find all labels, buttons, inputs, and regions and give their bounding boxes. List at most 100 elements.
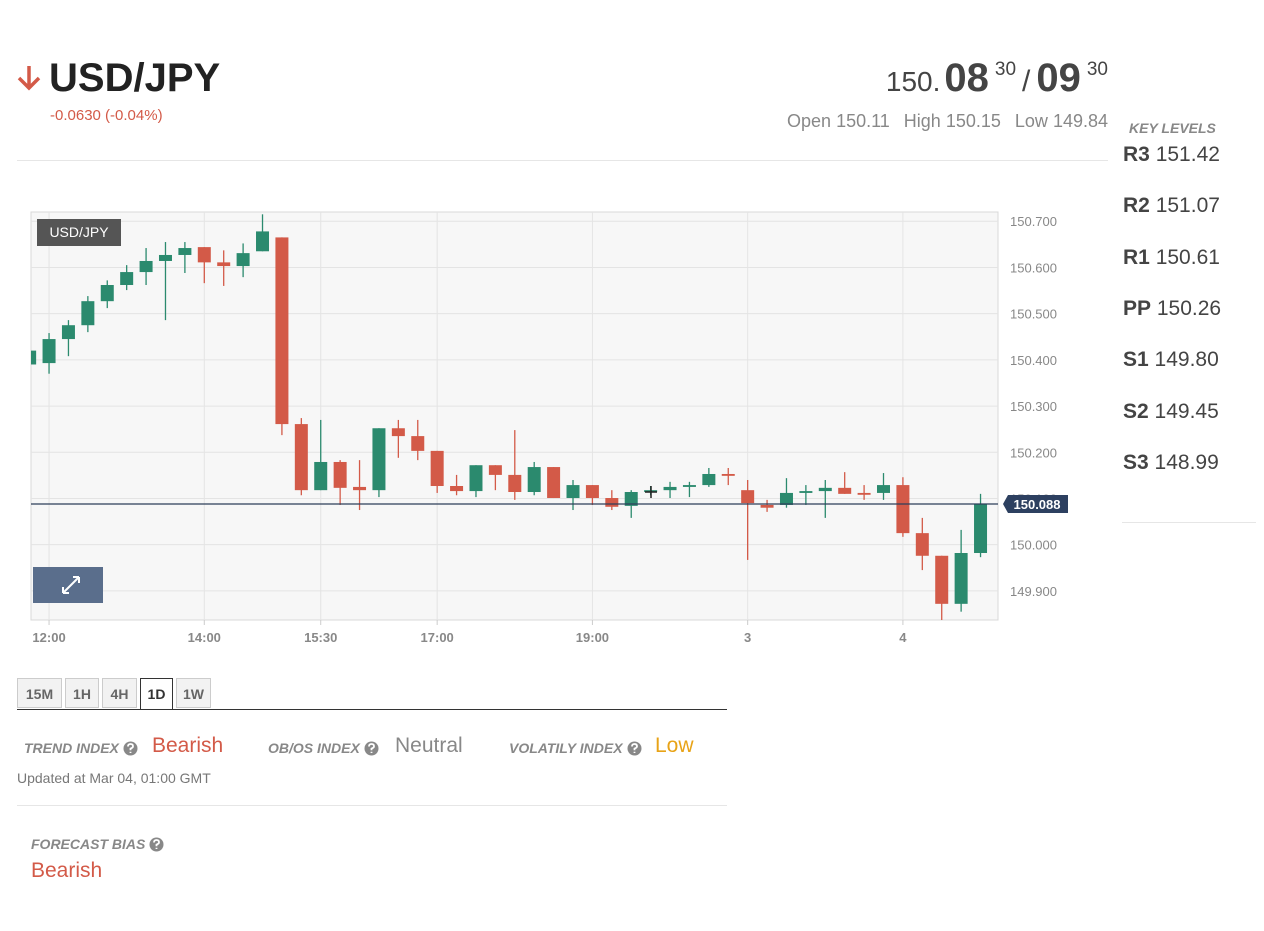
timeframe-tab[interactable]: 15M (17, 678, 62, 708)
candle-body (915, 533, 929, 556)
candle-body (42, 339, 56, 364)
candle-body (139, 260, 153, 273)
bid-big: 150. (885, 66, 941, 97)
down-arrow (17, 66, 41, 91)
candle-body (450, 486, 464, 492)
divider (17, 805, 727, 806)
help-icon-mark (127, 742, 134, 753)
candle-body (702, 473, 716, 486)
x-tick-label: 15:30 (304, 630, 337, 645)
key-level: S3 148.99 (1123, 451, 1219, 475)
x-tick-label: 12:00 (32, 630, 65, 645)
candle-body (353, 486, 367, 491)
key-level-value: 150.26 (1156, 297, 1222, 320)
forecast-label-row: FORECAST BIAS (31, 836, 164, 852)
x-tick-label: 17:00 (421, 630, 454, 645)
candle-body (779, 492, 793, 505)
candle-body (974, 504, 988, 554)
y-tick-label: 150.700 (1010, 214, 1057, 229)
updated: Updated at Mar 04, 01:00 GMT (17, 770, 211, 786)
timeframe-tab[interactable]: 1H (65, 678, 99, 708)
x-tick-label: 4 (899, 630, 907, 645)
index-label-row: TREND INDEX (24, 740, 138, 756)
x-tick-label: 14:00 (188, 630, 221, 645)
candle-body (585, 485, 599, 499)
quote-stat: Low 149.84 (1015, 111, 1108, 131)
quote-stat-label: Low (1014, 111, 1048, 131)
key-level-value: 151.42 (1155, 143, 1220, 166)
key-level: S2 149.45 (1123, 400, 1219, 424)
candle-body (81, 301, 95, 326)
candle-body (935, 555, 949, 604)
candle-body (120, 272, 134, 286)
key-level: PP 150.26 (1123, 297, 1221, 321)
candle-body (61, 325, 75, 340)
x-tick-label: 3 (744, 630, 751, 645)
candle-body (217, 262, 231, 267)
symbol: USD/JPY (49, 56, 221, 100)
candle-body (799, 491, 813, 493)
help-icon[interactable] (364, 741, 379, 756)
y-tick-label: 149.900 (1010, 584, 1057, 599)
candle-body (818, 487, 832, 492)
key-level-value: 151.07 (1155, 194, 1220, 217)
key-level: R2 151.07 (1123, 194, 1220, 218)
help-icon[interactable] (627, 741, 642, 756)
candle-body (896, 485, 910, 534)
forecast-label: FORECAST BIAS (31, 836, 146, 852)
expand-button[interactable] (33, 567, 103, 603)
last-price-label: 150.088 (1014, 497, 1061, 512)
candle-body (197, 247, 211, 263)
quote-stat: Open 150.11 (787, 111, 890, 131)
candle-body (624, 492, 638, 506)
index-value: Bearish (152, 734, 224, 757)
candle-body (178, 248, 192, 255)
x-tick-label: 19:00 (576, 630, 609, 645)
candle-body (527, 467, 541, 493)
help-icon[interactable] (149, 837, 164, 852)
candle-body (31, 350, 37, 365)
timeframe-tab[interactable]: 4H (102, 678, 137, 708)
key-level-value: 150.61 (1155, 246, 1220, 269)
key-level-value: 149.80 (1154, 348, 1219, 371)
index-label: TREND INDEX (24, 740, 119, 756)
quote-stat-label: High (903, 111, 941, 131)
cursor (645, 486, 657, 498)
key-level: R3 151.42 (1123, 143, 1220, 167)
timeframe-tab[interactable]: 1W (176, 678, 211, 708)
quote-stat-value: 149.84 (1052, 111, 1108, 131)
help-icon-mark (367, 742, 375, 753)
candle-body (372, 428, 386, 491)
index-label-row: VOLATILY INDEX (509, 740, 642, 756)
candle-body (954, 553, 968, 604)
key-level-label: R3 (1123, 143, 1150, 166)
candle-body (100, 285, 114, 302)
quote: 150. 08 30 / 09 30 (886, 56, 1108, 101)
help-icon[interactable] (123, 741, 138, 756)
candle-body (663, 486, 677, 491)
timeframe-tab[interactable]: 1D (140, 678, 173, 710)
candle-body (256, 231, 270, 252)
bid-pips: 08 (944, 56, 989, 100)
change: -0.0630 (-0.04%) (50, 107, 163, 124)
candle-body (314, 461, 328, 491)
help-icon-mark (630, 742, 638, 753)
candle-body (508, 474, 522, 493)
quote-stat-value: 150.15 (945, 111, 1001, 131)
candle-body (333, 461, 347, 488)
quote-stat-value: 150.11 (836, 111, 890, 131)
candle-body (682, 485, 696, 487)
candle-body (741, 490, 755, 504)
key-level-label: R2 (1123, 194, 1150, 217)
y-tick-label: 150.300 (1010, 399, 1057, 414)
key-level-label: S2 (1123, 400, 1149, 423)
candle-body (158, 254, 172, 261)
y-tick-label: 150.400 (1010, 353, 1057, 368)
quote-stat-label: Open (787, 111, 832, 131)
ask-frac: 30 (1086, 59, 1108, 80)
candle-body (275, 237, 289, 425)
key-levels-title: KEY LEVELS (1129, 120, 1216, 136)
forecast-value: Bearish (31, 859, 103, 882)
candle-body (566, 485, 580, 499)
y-tick-label: 150.000 (1010, 538, 1057, 553)
